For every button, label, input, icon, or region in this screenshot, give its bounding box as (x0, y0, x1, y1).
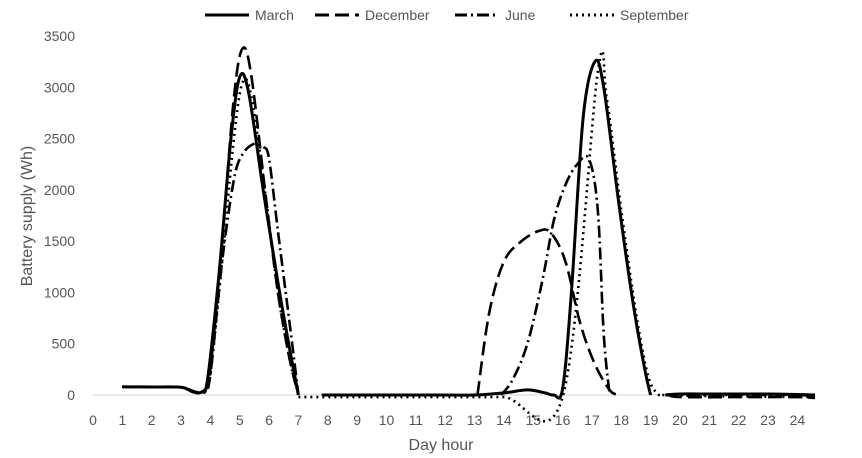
x-tick-label: 20 (672, 412, 688, 428)
x-tick-label: 1 (118, 412, 126, 428)
x-tick-label: 5 (236, 412, 244, 428)
legend-item-september: September (570, 7, 689, 23)
series-december (122, 46, 816, 400)
series-line-march (122, 72, 300, 396)
x-tick-label: 4 (206, 412, 214, 428)
x-tick-label: 7 (295, 412, 303, 428)
x-tick-label: 13 (467, 412, 483, 428)
x-axis-title: Day hour (409, 437, 475, 454)
x-tick-label: 9 (353, 412, 361, 428)
legend-label: June (505, 7, 536, 23)
y-tick-label: 2000 (44, 182, 75, 198)
y-axis-ticks: 0 500 1000 1500 2000 2500 3000 3500 (44, 28, 75, 403)
series-line-december (476, 228, 620, 397)
x-tick-label: 15 (525, 412, 541, 428)
x-tick-label: 21 (702, 412, 718, 428)
legend-label: September (620, 7, 689, 23)
x-tick-label: 6 (265, 412, 273, 428)
x-tick-label: 8 (324, 412, 332, 428)
legend-item-march: March (205, 7, 294, 23)
y-tick-label: 500 (52, 336, 76, 352)
legend-label: December (365, 7, 430, 23)
x-tick-label: 3 (177, 412, 185, 428)
x-axis-ticks: 0 1 2 3 4 5 6 7 8 9 10 11 12 13 14 15 16 17 18 19 20 21 22 23 24 (89, 412, 805, 428)
series-layer (122, 46, 816, 423)
x-tick-label: 12 (437, 412, 453, 428)
x-tick-label: 16 (555, 412, 571, 428)
series-line-march (321, 58, 653, 400)
series-september (122, 49, 816, 423)
x-tick-label: 11 (409, 412, 424, 428)
series-line-december (122, 46, 300, 396)
y-tick-label: 1000 (44, 284, 75, 300)
x-tick-label: 19 (643, 412, 659, 428)
x-tick-label: 2 (148, 412, 156, 428)
legend-item-december: December (315, 7, 430, 23)
x-tick-label: 24 (790, 412, 806, 428)
legend-label: March (255, 7, 294, 23)
x-tick-label: 0 (89, 412, 97, 428)
y-axis-title: Battery supply (Wh) (19, 146, 36, 286)
y-tick-label: 1500 (44, 233, 75, 249)
legend-item-june: June (455, 7, 536, 23)
legend: March December June September (205, 7, 689, 23)
series-line-june (499, 154, 611, 396)
x-tick-label: 10 (379, 412, 395, 428)
y-tick-label: 0 (67, 387, 75, 403)
y-tick-label: 3500 (44, 28, 75, 44)
y-tick-label: 3000 (44, 79, 75, 95)
x-tick-label: 18 (614, 412, 630, 428)
x-tick-label: 22 (731, 412, 747, 428)
x-tick-label: 14 (496, 412, 512, 428)
x-tick-label: 17 (584, 412, 600, 428)
y-tick-label: 2500 (44, 131, 75, 147)
x-tick-label: 23 (760, 412, 776, 428)
series-line-june (665, 393, 816, 399)
series-line-december (667, 393, 816, 400)
